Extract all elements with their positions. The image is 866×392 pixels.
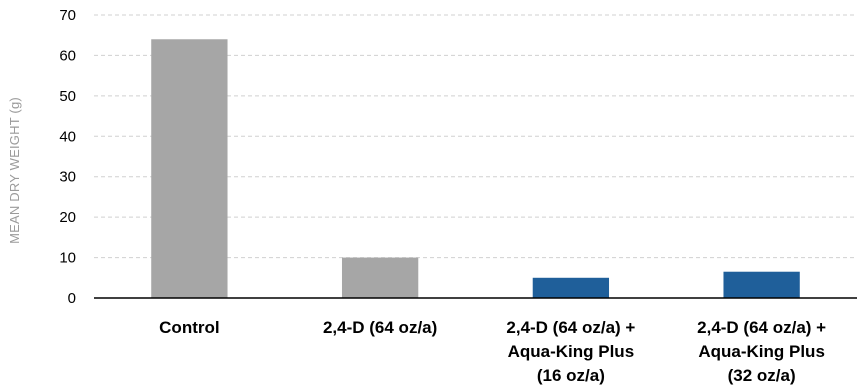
category-label: 2,4-D (64 oz/a) xyxy=(323,318,437,337)
y-tick-labels: 0 10 20 30 40 50 60 70 xyxy=(59,7,76,307)
category-label-line: Aqua-King Plus xyxy=(508,342,635,361)
category-label: Control xyxy=(159,318,219,337)
y-tick-label: 20 xyxy=(59,209,76,226)
category-label-line: 2,4-D (64 oz/a) xyxy=(323,318,437,337)
bar xyxy=(723,271,800,298)
category-label-line: (32 oz/a) xyxy=(728,366,796,385)
bar xyxy=(341,257,419,298)
y-tick-label: 70 xyxy=(59,7,76,24)
bars xyxy=(151,39,800,298)
y-tick-label: 50 xyxy=(59,88,76,105)
y-axis-title: MEAN DRY WEIGHT (g) xyxy=(7,97,22,244)
category-label-line: Control xyxy=(159,318,219,337)
y-tick-label: 10 xyxy=(59,250,76,267)
bar xyxy=(151,39,228,298)
y-tick-label: 0 xyxy=(68,290,76,307)
category-label-line: 2,4-D (64 oz/a) + xyxy=(697,318,826,337)
category-label-line: Aqua-King Plus xyxy=(698,342,825,361)
category-labels: Control 2,4-D (64 oz/a) 2,4-D (64 oz/a) + A… xyxy=(159,318,826,385)
category-label-line: 2,4-D (64 oz/a) + xyxy=(506,318,635,337)
y-tick-label: 60 xyxy=(59,47,76,64)
category-label: 2,4-D (64 oz/a) + Aqua-King Plus (16 oz/a) xyxy=(506,318,635,385)
y-tick-label: 40 xyxy=(59,128,76,145)
y-tick-label: 30 xyxy=(59,169,76,186)
category-label-line: (16 oz/a) xyxy=(537,366,605,385)
category-label: 2,4-D (64 oz/a) + Aqua-King Plus (32 oz/a) xyxy=(697,318,826,385)
bar xyxy=(532,277,610,298)
